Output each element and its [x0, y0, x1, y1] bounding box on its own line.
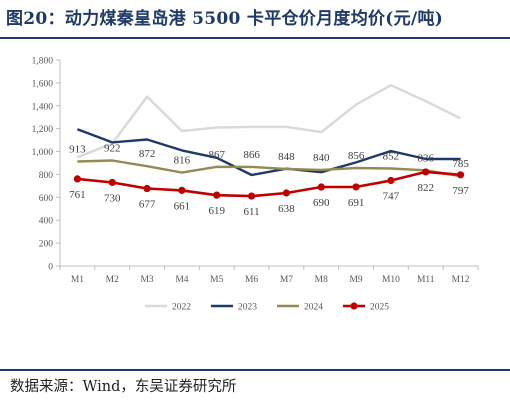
data-label-2025: 747 [383, 191, 400, 203]
data-label-2025: 730 [104, 192, 121, 204]
series-point-2025 [143, 184, 151, 193]
series-point-2025 [247, 192, 256, 200]
data-label-2023: 922 [104, 142, 121, 154]
title-rule [0, 37, 510, 39]
data-label-2023: 867 [209, 149, 226, 161]
data-label-2025: 822 [418, 182, 435, 194]
chart-data-labels: 913 922 872 816 867 866 848 840 856 852 836 785 761 7… [69, 142, 469, 218]
y-tick-label: 1,000 [32, 148, 54, 158]
chart-legend: 2022 2023 2024 2025 [145, 302, 389, 313]
series-point-2025 [108, 178, 116, 187]
series-point-2025 [422, 168, 430, 176]
y-tick-label: 600 [39, 194, 54, 204]
x-tick-label: M10 [382, 275, 400, 285]
data-label-2023: 840 [313, 152, 330, 164]
legend-label-2025: 2025 [370, 303, 389, 313]
line-chart: 0 200 400 600 800 1,000 1,200 1,400 1,600 1,800 M1… [32, 57, 479, 313]
series-point-2025 [456, 171, 465, 179]
series-point-2025 [352, 183, 360, 191]
x-tick-label: M7 [280, 275, 293, 285]
source-note: 数据来源：Wind，东吴证券研究所 [10, 379, 237, 395]
x-tick-label: M12 [452, 275, 470, 285]
x-tick-label: M9 [349, 275, 362, 285]
x-tick-label: M3 [140, 275, 153, 285]
data-label-2025: 691 [348, 197, 365, 209]
series-line-2022 [76, 84, 462, 159]
y-tick-label: 1,200 [32, 125, 54, 135]
legend-marker-2025 [350, 302, 358, 310]
y-tick-label: 1,800 [32, 57, 54, 67]
legend-label-2022: 2022 [172, 303, 191, 313]
chart-axes: 0 200 400 600 800 1,000 1,200 1,400 1,600 1,800 M1… [32, 57, 479, 285]
data-label-2025: 619 [209, 205, 226, 217]
x-tick-label: M5 [210, 275, 223, 285]
data-label-2025: 638 [278, 203, 295, 215]
data-label-2025: 761 [69, 189, 86, 201]
series-point-2025 [387, 176, 395, 185]
chart-series [73, 84, 465, 200]
y-tick-label: 200 [39, 240, 54, 250]
data-label-2023: 856 [348, 150, 365, 162]
series-line-2025 [77, 170, 461, 198]
data-label-2025: 661 [174, 200, 191, 212]
figure-title: 图20：动力煤秦皇岛港 5500 卡平仓价月度均价(元/吨) [6, 9, 444, 29]
x-tick-label: M2 [106, 275, 119, 285]
y-tick-label: 400 [39, 217, 54, 227]
data-label-2023: 836 [418, 152, 435, 164]
x-tick-label: M11 [417, 275, 435, 285]
source-rule [0, 369, 510, 371]
series-point-2025 [213, 191, 221, 199]
data-label-2023: 866 [243, 149, 260, 161]
y-tick-label: 800 [39, 171, 54, 181]
data-label-2023: 848 [278, 151, 295, 163]
legend-label-2023: 2023 [238, 303, 257, 313]
legend-label-2024: 2024 [304, 303, 323, 313]
data-label-2023: 872 [139, 148, 156, 160]
data-label-2023: 785 [452, 158, 469, 170]
x-tick-label: M1 [71, 275, 84, 285]
y-tick-label: 0 [48, 263, 53, 273]
series-point-2025 [73, 175, 82, 183]
data-label-2025: 677 [139, 199, 156, 211]
y-tick-label: 1,400 [32, 102, 54, 112]
data-label-2023: 816 [174, 155, 191, 167]
data-label-2025: 690 [313, 197, 330, 209]
data-label-2023: 913 [69, 144, 86, 156]
x-tick-label: M8 [315, 275, 328, 285]
series-point-2025 [317, 183, 325, 191]
x-tick-label: M6 [245, 275, 258, 285]
data-label-2023: 852 [383, 150, 400, 162]
series-point-2025 [282, 189, 291, 197]
data-label-2025: 797 [452, 185, 469, 197]
y-tick-label: 1,600 [32, 79, 54, 89]
x-tick-label: M4 [175, 275, 188, 285]
series-point-2025 [178, 186, 186, 194]
data-label-2025: 611 [244, 206, 260, 218]
series-line-2023 [76, 128, 461, 177]
series-line-2024 [77, 159, 461, 178]
